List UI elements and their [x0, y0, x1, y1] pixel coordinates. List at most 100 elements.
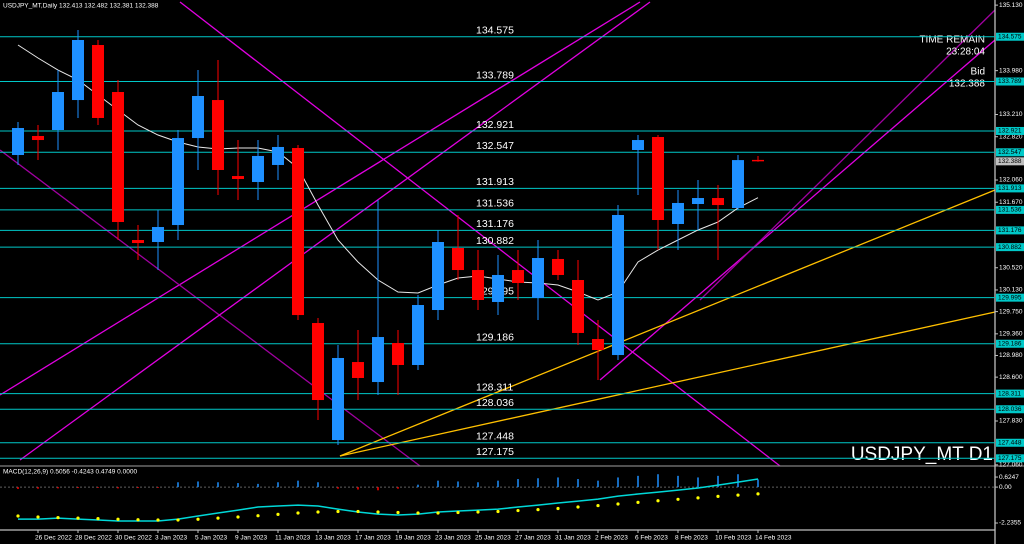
bid-value: 132.388 [949, 79, 986, 90]
x-tick-label: 31 Jan 2023 [555, 535, 591, 542]
level-tag-label: 128.311 [998, 390, 1021, 397]
macd-signal-dot [476, 510, 480, 514]
macd-signal-dot [136, 518, 140, 522]
macd-signal-dot [116, 517, 120, 521]
trend-line [339, 311, 996, 457]
macd-signal-dot [56, 516, 60, 520]
candle-body [212, 100, 224, 170]
bid-label: Bid [971, 67, 985, 78]
candle-body [392, 343, 404, 365]
level-tag-label: 131.913 [998, 185, 1022, 192]
macd-signal-dot [296, 511, 300, 515]
candle-body [52, 92, 64, 131]
candle-body [172, 138, 184, 226]
x-tick-label: 25 Jan 2023 [475, 535, 511, 542]
level-tag [996, 243, 1024, 252]
macd-signal-dot [196, 517, 200, 521]
trend-line [19, 1, 651, 461]
y-tick-label: 128.980 [999, 352, 1023, 359]
bid-tag-label: 132.388 [998, 158, 1022, 165]
level-tag-label: 132.547 [998, 149, 1022, 156]
macd-signal-dot [736, 493, 740, 497]
time-remain: 23:28:04 [946, 47, 985, 58]
x-tick-label: 5 Jan 2023 [195, 535, 228, 542]
macd-signal-dot [416, 511, 420, 515]
candle-body [472, 270, 484, 300]
candle-body [752, 159, 764, 162]
candle-body [432, 242, 444, 311]
level-label: 127.175 [476, 446, 514, 458]
macd-signal-dot [676, 497, 680, 501]
macd-signal-dot [156, 518, 160, 522]
level-tag [996, 184, 1024, 193]
macd-signal-dot [656, 499, 660, 503]
candle-body [132, 240, 144, 244]
trend-line [339, 189, 996, 457]
candle-body [92, 45, 104, 118]
x-tick-label: 13 Jan 2023 [315, 535, 351, 542]
macd-signal-dot [456, 510, 460, 515]
level-tag [996, 454, 1024, 463]
level-tag [996, 77, 1024, 86]
macd-signal-dot [616, 502, 620, 506]
x-tick-label: 17 Jan 2023 [355, 535, 391, 542]
macd-signal-dot [596, 503, 600, 508]
macd-signal-dot [336, 509, 340, 514]
macd-signal-dot [496, 509, 500, 514]
candle-body [552, 258, 564, 275]
macd-signal-dot [96, 516, 100, 521]
macd-y-tick-label: -2.2355 [999, 520, 1021, 527]
macd-signal-dot [396, 510, 400, 515]
level-tag [996, 205, 1024, 214]
level-label: 133.789 [476, 69, 514, 81]
candle-body [512, 270, 524, 284]
symbol-label: USDJPY_MT D1 [851, 444, 993, 465]
level-tag-label: 127.175 [998, 455, 1022, 462]
candle-body [72, 39, 84, 101]
level-label: 127.448 [476, 431, 514, 443]
candle-body [292, 148, 304, 316]
candle-body [692, 198, 704, 205]
level-label: 131.176 [476, 218, 514, 230]
candle-body [452, 247, 464, 271]
y-tick-label: 127.060 [999, 462, 1023, 469]
macd-main-line [18, 478, 759, 522]
level-tag [996, 148, 1024, 157]
trend-line [0, 149, 421, 467]
macd-signal-dot [76, 516, 80, 520]
x-tick-label: 2 Feb 2023 [595, 535, 628, 542]
macd-signal-dot [556, 506, 560, 511]
macd-signal-dot [316, 510, 320, 514]
y-tick-label: 130.130 [999, 287, 1023, 294]
level-tag-label: 129.995 [998, 294, 1022, 301]
level-tag-label: 130.882 [998, 244, 1022, 251]
macd-signal-dot [436, 511, 440, 515]
macd-signal-dot [536, 507, 540, 512]
bid-tag [996, 157, 1024, 166]
level-tag-label: 128.036 [998, 406, 1022, 413]
x-tick-label: 6 Feb 2023 [635, 535, 668, 542]
trend-line [699, 9, 996, 301]
macd-y-tick-label: 0.6247 [999, 474, 1019, 481]
candle-body [652, 137, 664, 221]
x-tick-label: 10 Feb 2023 [715, 535, 752, 542]
macd-signal-dot [36, 515, 40, 519]
level-label: 128.311 [476, 381, 513, 393]
level-tag [996, 339, 1024, 348]
candle-body [272, 146, 284, 165]
candle-body [712, 198, 724, 206]
candle-body [672, 202, 684, 224]
level-tag-label: 131.176 [998, 227, 1022, 234]
candle-body [532, 258, 544, 299]
chart-header: USDJPY_MT,Daily 132.413 132.482 132.381 … [3, 3, 159, 10]
moving-average [17, 44, 759, 301]
level-label: 134.575 [476, 25, 514, 37]
level-label: 129.186 [476, 332, 514, 344]
trend-line [179, 1, 781, 467]
y-tick-label: 133.980 [999, 67, 1023, 74]
level-label: 130.882 [476, 235, 514, 247]
candle-body [332, 357, 344, 441]
y-tick-label: 127.830 [999, 418, 1023, 425]
